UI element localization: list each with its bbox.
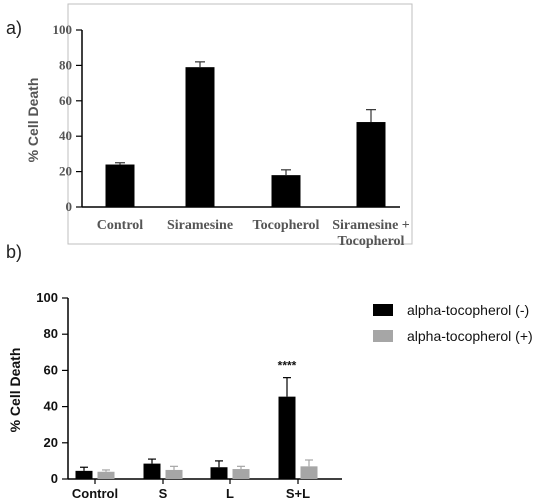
panel-b-bar-series-0 — [278, 396, 296, 479]
panel-a-y-tick-label: 40 — [59, 128, 72, 143]
legend-swatch-series-0 — [373, 304, 393, 316]
panel-b-y-tick-label: 80 — [44, 326, 58, 341]
panel-a-chart: % Cell Death 0 20 40 60 80 100 Control Sirames… — [25, 3, 413, 249]
panel-b-error-bar — [80, 466, 88, 471]
panel-b-bar-series-1 — [232, 469, 250, 479]
panel-b-category-label: S — [159, 486, 168, 501]
panel-a-y-tick-label: 100 — [53, 22, 73, 37]
panel-a-category-label: Tocopherol — [253, 218, 320, 233]
panel-b-y-tick-label: 0 — [51, 471, 58, 486]
panel-b-bar-series-1 — [300, 466, 318, 479]
panel-a-y-tick-label: 80 — [59, 57, 72, 72]
panel-b-letter: b) — [6, 242, 22, 262]
panel-b-chart: % Cell Death 0 20 40 60 80 100 **** Control S L… — [7, 290, 533, 501]
panel-a-y-axis-label: % Cell Death — [25, 78, 41, 163]
panel-a-category-label: Siramesine — [167, 218, 233, 233]
legend-label-series-0: alpha-tocopherol (-) — [407, 302, 529, 318]
panel-a-category-label: Control — [97, 218, 144, 233]
panel-b-error-bar — [102, 469, 110, 472]
panel-a-bar — [356, 122, 386, 207]
panel-a-error-bar — [115, 162, 125, 165]
panel-b-bar-series-0 — [143, 463, 161, 479]
panel-a-category-label: Siramesine + Tocopherol — [332, 218, 410, 249]
panel-b-bar-series-1 — [97, 471, 115, 479]
panel-b-error-bar — [283, 377, 291, 397]
panel-a-bar — [185, 67, 215, 207]
panel-b-y-axis-label: % Cell Death — [7, 348, 23, 433]
panel-a-y-tick-label: 20 — [59, 164, 72, 179]
panel-b-error-bar — [237, 465, 245, 470]
panel-a-error-bar — [366, 109, 376, 123]
panel-a-bar — [105, 164, 135, 207]
legend-label-series-1: alpha-tocopherol (+) — [407, 328, 533, 344]
panel-b-category-label: S+L — [286, 486, 310, 501]
panel-b-category-label: L — [226, 486, 234, 501]
panel-a-error-bar — [281, 169, 291, 176]
panel-b-legend: alpha-tocopherol (-) alpha-tocopherol (+… — [373, 302, 533, 344]
panel-a-letter: a) — [6, 18, 22, 38]
panel-b-error-bar — [305, 459, 313, 467]
panel-b-error-bar — [215, 460, 223, 468]
panel-a-frame — [67, 3, 413, 245]
legend-swatch-series-1 — [373, 330, 393, 342]
panel-b-significance-annotation: **** — [278, 359, 297, 373]
panel-b-error-bar — [148, 458, 156, 464]
panel-b-error-bar — [170, 465, 178, 470]
panel-b-bar-series-1 — [165, 469, 183, 479]
panel-b-bar-series-0 — [210, 467, 228, 479]
panel-a-y-tick-label: 60 — [59, 93, 72, 108]
panel-b-y-tick-label: 100 — [36, 290, 58, 305]
panel-a-error-bar — [195, 61, 205, 68]
panel-b-y-tick-label: 60 — [44, 362, 58, 377]
panel-b-bar-series-0 — [75, 470, 93, 479]
panel-b-y-tick-label: 20 — [44, 435, 58, 450]
panel-b-category-label: Control — [72, 486, 118, 501]
panel-a-y-tick-label: 0 — [66, 199, 73, 214]
panel-b-y-tick-label: 40 — [44, 399, 58, 414]
panel-a-bar — [271, 175, 301, 207]
